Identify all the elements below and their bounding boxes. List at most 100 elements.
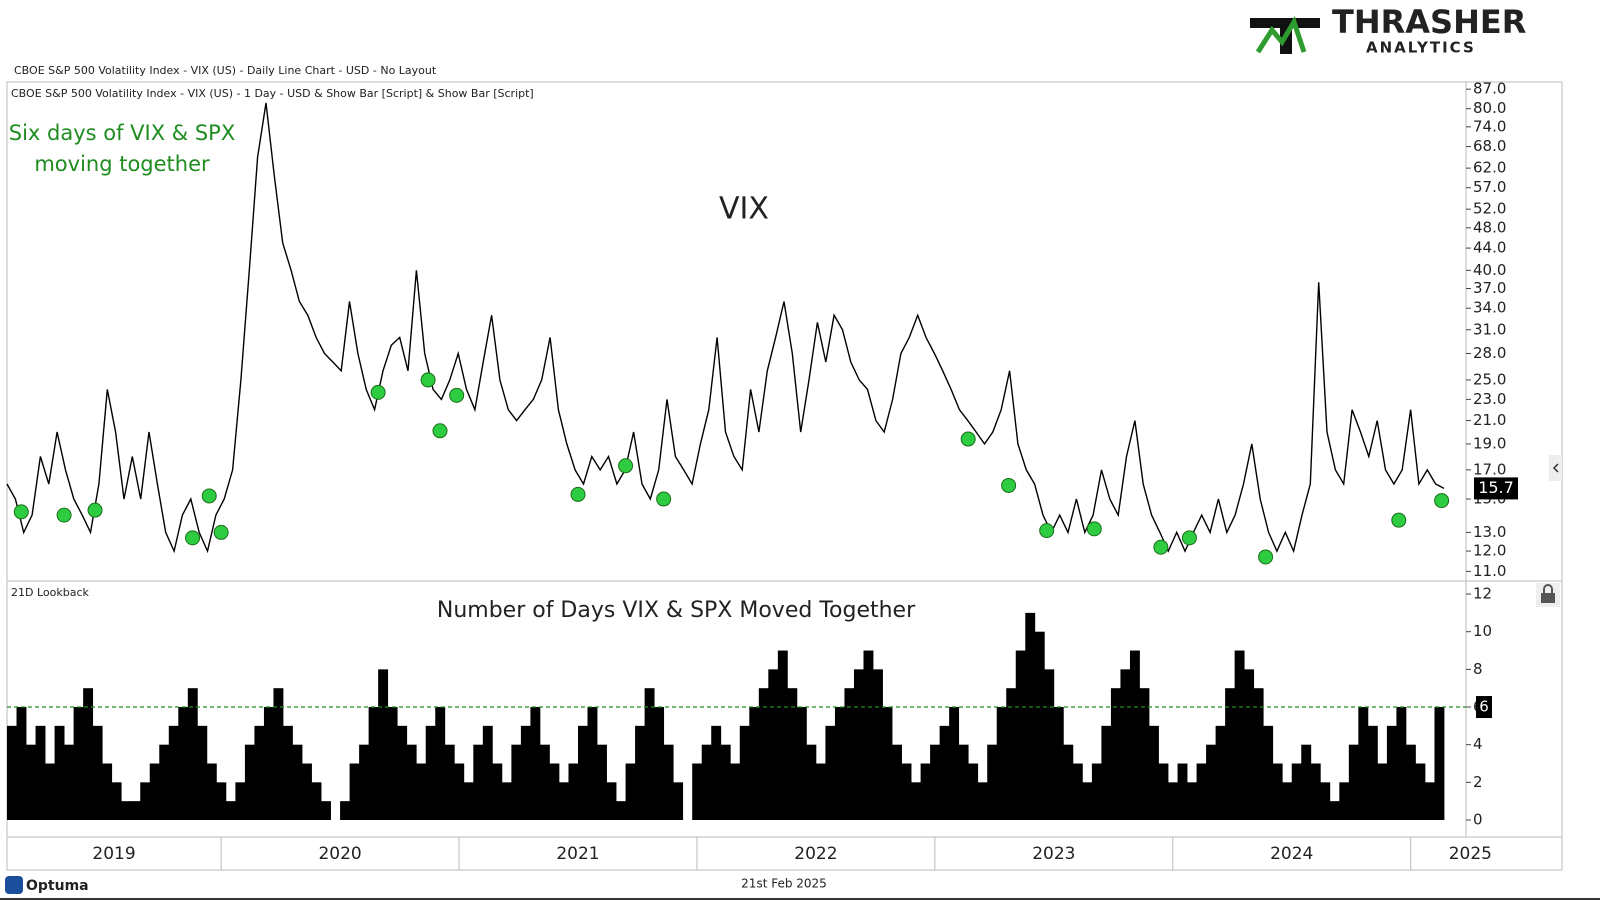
y-tick-label: 19.0 <box>1473 434 1506 452</box>
bar <box>1148 725 1159 820</box>
signal-dot <box>1001 477 1017 493</box>
bar <box>758 688 769 820</box>
panel-subtitle: 21D Lookback <box>11 586 90 599</box>
bar <box>720 744 731 820</box>
bar <box>977 782 988 820</box>
bar <box>968 763 979 820</box>
bar <box>644 688 655 820</box>
bar <box>359 744 370 820</box>
lock-icon[interactable] <box>1536 583 1560 607</box>
bar <box>892 744 902 820</box>
x-tick-label: 2024 <box>1270 844 1313 864</box>
bar <box>292 744 303 820</box>
bar <box>1006 688 1017 820</box>
bar <box>64 744 75 820</box>
bar <box>787 688 798 820</box>
bar <box>35 725 46 820</box>
bar <box>1177 763 1188 820</box>
bar <box>349 763 360 820</box>
bar <box>7 725 17 820</box>
bar <box>996 707 1007 820</box>
signal-dot <box>56 507 72 523</box>
footer-brand: Optuma <box>26 878 89 894</box>
bar <box>282 725 293 820</box>
threshold-box <box>1476 696 1492 719</box>
bar <box>1072 763 1083 820</box>
bar <box>1196 763 1207 820</box>
bar <box>1187 782 1197 820</box>
bar <box>1053 707 1064 820</box>
bar <box>225 801 236 820</box>
y-tick-label: 80.0 <box>1473 99 1506 117</box>
bar <box>577 725 588 820</box>
bar <box>587 707 598 820</box>
logo-name: THRASHER <box>1332 3 1526 41</box>
y-tick-label: 8 <box>1473 660 1483 678</box>
bottom-rule <box>0 898 1600 900</box>
bar <box>1082 782 1093 820</box>
bar <box>1386 725 1397 820</box>
signal-dot <box>1039 523 1055 539</box>
bar <box>796 707 807 820</box>
bar <box>1120 669 1131 820</box>
bar <box>26 744 36 820</box>
bar <box>701 744 712 820</box>
bar <box>1405 744 1416 820</box>
bar <box>673 782 684 820</box>
y-tick-label: 37.0 <box>1473 279 1506 297</box>
y-tick-label: 2 <box>1473 773 1483 791</box>
bar <box>254 725 265 820</box>
bar <box>1320 782 1331 820</box>
y-tick-label: 28.0 <box>1473 344 1506 362</box>
y-tick-label: 40.0 <box>1473 261 1506 279</box>
bar <box>140 782 151 820</box>
panel-title: VIX <box>719 192 769 227</box>
bar <box>244 744 255 820</box>
y-tick-label: 12.0 <box>1473 542 1506 560</box>
bar <box>454 763 465 820</box>
bar <box>121 801 132 820</box>
signal-dot <box>1153 539 1169 555</box>
bar <box>844 688 855 820</box>
bar <box>625 763 636 820</box>
y-tick-label: 11.0 <box>1473 562 1506 580</box>
bar <box>616 801 626 820</box>
bar <box>1415 763 1426 820</box>
logo-tagline: ANALYTICS <box>1366 39 1476 57</box>
logo: THRASHER ANALYTICS <box>1250 3 1526 57</box>
y-tick-label: 74.0 <box>1473 117 1506 135</box>
y-tick-label: 23.0 <box>1473 390 1506 408</box>
bar <box>368 707 379 820</box>
signal-dot <box>1434 493 1450 509</box>
signal-dot <box>370 384 386 400</box>
threshold-label: 6 <box>1479 698 1489 716</box>
bar <box>597 744 607 820</box>
signal-dot <box>1181 530 1197 546</box>
signal-dot <box>420 372 436 388</box>
signal-dot <box>449 387 465 403</box>
signal-dot <box>1391 512 1407 528</box>
x-tick-label: 2023 <box>1032 844 1075 864</box>
y-tick-label: 0 <box>1473 810 1483 828</box>
y-tick-label: 31.0 <box>1473 320 1506 338</box>
bar <box>939 725 950 820</box>
bar <box>1044 669 1055 820</box>
signal-dot <box>201 488 217 504</box>
bar <box>473 744 484 820</box>
y-tick-label: 34.0 <box>1473 299 1506 317</box>
bar <box>692 763 703 820</box>
collapse-button[interactable] <box>1549 455 1562 481</box>
bar <box>1329 801 1340 820</box>
y-tick-label: 87.0 <box>1473 80 1506 98</box>
bar <box>130 801 141 820</box>
bar <box>1234 650 1245 820</box>
y-tick-label: 13.0 <box>1473 523 1506 541</box>
footer-date: 21st Feb 2025 <box>741 877 827 891</box>
bar <box>92 725 103 820</box>
bar <box>901 763 912 820</box>
collapse-tab[interactable] <box>1549 455 1562 481</box>
signal-dot <box>570 486 586 502</box>
bar <box>873 669 883 820</box>
bar <box>815 763 826 820</box>
bar <box>530 707 541 820</box>
